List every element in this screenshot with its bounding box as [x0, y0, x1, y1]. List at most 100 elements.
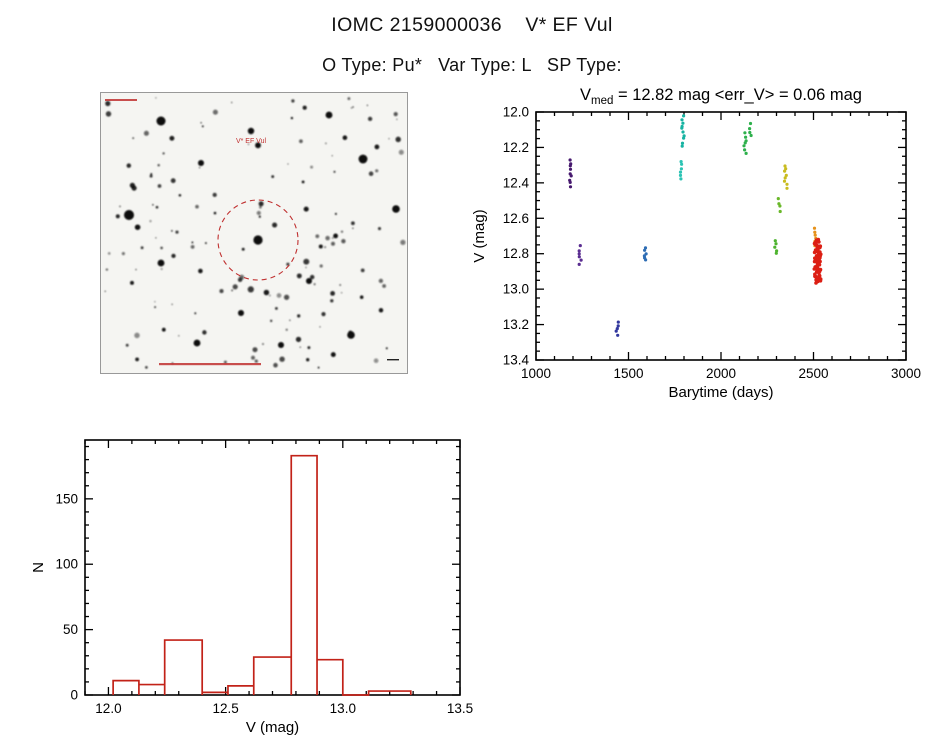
lightcurve-plot: 1000 1500 2000 2500 3000 12.0 12.2 12.4 12.6 12.8… [471, 86, 921, 401]
lc-point [817, 274, 822, 278]
target-marker-circle [217, 199, 299, 281]
lc-point [778, 204, 782, 208]
lc-point [783, 169, 787, 173]
lc-point [773, 239, 777, 243]
lc-ytick-label: 12.4 [503, 175, 530, 190]
lc-point [679, 160, 683, 164]
lc-point [743, 131, 747, 135]
hist-xaxis-label: V (mag) [246, 719, 299, 736]
lc-point [773, 245, 777, 249]
lc-point [578, 244, 582, 248]
lc-point [679, 167, 683, 171]
lc-point [743, 141, 747, 145]
histogram-plot: 12.0 12.5 13.0 13.5 0 50 100 150 V (mag) N [30, 439, 473, 736]
lc-point [748, 127, 752, 131]
lc-point [774, 251, 778, 255]
lc-point [644, 258, 648, 262]
coords-annotation-mark [159, 363, 261, 366]
lc-point [748, 121, 753, 126]
lc-point [616, 333, 620, 337]
lc-point [814, 281, 818, 285]
hist-yaxis-label: N [30, 562, 47, 573]
lc-point [680, 144, 684, 148]
lc-point [743, 148, 747, 152]
hist-ytick-label: 50 [63, 622, 78, 637]
lc-point [813, 230, 817, 234]
lc-point [680, 141, 685, 145]
lc-point [680, 162, 684, 166]
lc-point [784, 167, 788, 171]
lc-point [682, 114, 686, 118]
lc-point [782, 179, 787, 183]
lc-ytick-label: 13.4 [503, 353, 530, 368]
lc-title: Vmed = 12.82 mag <err_V> = 0.06 mag [580, 86, 862, 107]
page-subtitle: O Type: Pu* Var Type: L SP Type: [322, 55, 622, 75]
lc-point [813, 233, 817, 237]
lc-point [783, 176, 787, 180]
lc-xaxis-label: Barytime (days) [668, 384, 773, 401]
histogram-steps [112, 454, 412, 696]
hist-ytick-label: 0 [70, 688, 78, 703]
lc-point [776, 197, 780, 201]
hist-xtick-label: 12.0 [95, 701, 121, 716]
lc-point [577, 262, 581, 266]
lc-point [568, 164, 572, 168]
lc-point [616, 324, 620, 328]
lc-point [679, 177, 683, 181]
lc-point [569, 174, 573, 178]
lc-point [681, 121, 685, 125]
hist-ytick-label: 100 [55, 557, 78, 572]
lc-point [643, 246, 648, 250]
lc-point [785, 182, 789, 186]
survey-annotation-mark [105, 99, 137, 101]
lc-xtick-label: 1500 [613, 366, 643, 381]
lc-point [748, 130, 752, 135]
lc-point [744, 135, 748, 139]
lc-point [680, 118, 684, 122]
lc-point [643, 248, 647, 252]
lc-xtick-label: 1000 [521, 366, 551, 381]
lc-point [749, 133, 753, 138]
lc-axes [535, 111, 907, 361]
lc-point [568, 185, 573, 189]
lc-ytick-label: 12.0 [503, 105, 529, 120]
hist-xtick-label: 13.0 [330, 701, 356, 716]
finding-chart-image: V* EF Vul [100, 92, 408, 374]
lc-point [817, 240, 821, 244]
lc-point [577, 252, 581, 256]
lc-point [682, 136, 686, 140]
lc-point [813, 256, 817, 260]
lc-plot-box [535, 111, 907, 361]
lc-point [783, 164, 787, 168]
lc-point [681, 130, 685, 134]
lc-point [615, 327, 619, 331]
lc-point [678, 173, 683, 177]
page-title: IOMC 2159000036 V* EF Vul [331, 14, 613, 36]
lc-ytick-label: 13.2 [503, 317, 529, 332]
lc-ytick-label: 12.8 [503, 246, 529, 261]
lc-point [813, 249, 818, 254]
lc-point [568, 180, 572, 184]
scale-bar [387, 359, 399, 361]
lc-point [812, 267, 817, 271]
lc-point [812, 226, 817, 230]
lc-data-points [568, 114, 823, 337]
finding-chart-background [101, 93, 407, 373]
lc-point [577, 255, 581, 259]
lc-ytick-label: 13.0 [503, 282, 529, 297]
lc-yaxis-label: V (mag) [471, 209, 488, 262]
lc-point [568, 167, 573, 171]
lc-point [680, 126, 684, 130]
lc-point [818, 279, 823, 283]
lc-point [577, 249, 581, 253]
lc-point [774, 242, 778, 246]
lc-point [778, 209, 782, 214]
lc-point [616, 320, 620, 324]
hist-xtick-label: 12.5 [212, 701, 238, 716]
lc-xtick-label: 3000 [891, 366, 921, 381]
hist-ytick-label: 150 [55, 491, 78, 506]
lc-ytick-label: 12.6 [503, 211, 529, 226]
lc-ytick-label: 12.2 [503, 140, 529, 155]
lc-point [775, 249, 779, 253]
